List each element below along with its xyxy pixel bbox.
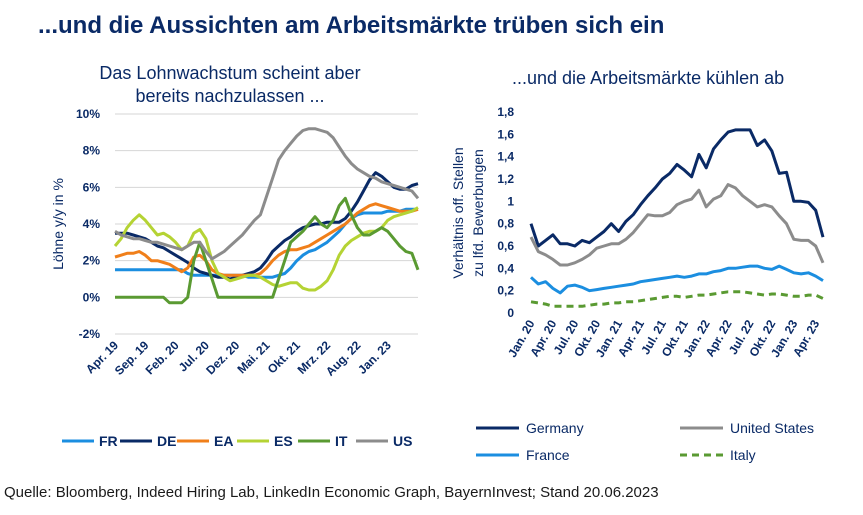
y-tick-label: 0,4 — [497, 261, 514, 275]
legend-label: FR — [99, 433, 118, 449]
legend-label: EA — [214, 433, 233, 449]
y-axis-label: Verhältnis off. Stellen — [450, 147, 466, 278]
series-line-es — [113, 206, 419, 292]
legend-label: United States — [730, 420, 814, 436]
series-line-de — [115, 171, 419, 281]
series-line-it — [115, 196, 420, 305]
y-tick-label: 2% — [83, 254, 101, 268]
page-title: ...und die Aussichten am Arbeitsmärkte t… — [38, 12, 665, 39]
legend-label: US — [393, 433, 412, 449]
y-tick-label: 10% — [76, 107, 100, 121]
y-tick-label: 1,4 — [497, 150, 514, 164]
series-line-fr — [115, 207, 418, 279]
y-tick-label: 0% — [83, 290, 101, 304]
legend-label: Italy — [730, 447, 756, 463]
y-tick-label: -2% — [79, 327, 101, 341]
y-tick-label: 4% — [83, 217, 101, 231]
legend-label: DE — [157, 433, 176, 449]
y-tick-label: 0,6 — [497, 239, 514, 253]
series-line-france — [529, 264, 824, 295]
legend-label: ES — [274, 433, 293, 449]
y-tick-label: 1,2 — [497, 172, 514, 186]
series-line-italy — [530, 290, 824, 308]
legend-label: France — [526, 447, 570, 463]
right-chart-title: ...und die Arbeitsmärkte kühlen ab — [512, 68, 785, 88]
legend-label: Germany — [526, 420, 584, 436]
y-axis-label: Löhne y/y in % — [50, 178, 66, 270]
y-tick-label: 0,2 — [497, 284, 514, 298]
y-tick-label: 8% — [83, 144, 101, 158]
y-axis-label: zu lfd. Bewerbungen — [470, 149, 486, 277]
y-tick-label: 1 — [507, 194, 514, 208]
series-line-germany — [529, 128, 825, 248]
y-tick-label: 0,8 — [497, 217, 514, 231]
y-tick-label: 0 — [507, 306, 514, 320]
left-chart-title: Das Lohnwachstum scheint aber bereits na… — [99, 63, 361, 106]
series-line-us — [114, 127, 420, 261]
series-line-ea — [114, 202, 419, 277]
source-note: Quelle: Bloomberg, Indeed Hiring Lab, Li… — [4, 484, 659, 501]
y-tick-label: 1,6 — [497, 127, 514, 141]
legend-label: IT — [335, 433, 348, 449]
y-tick-label: 6% — [83, 180, 101, 194]
series-line-united-states — [529, 183, 825, 267]
y-tick-label: 1,8 — [497, 105, 514, 119]
